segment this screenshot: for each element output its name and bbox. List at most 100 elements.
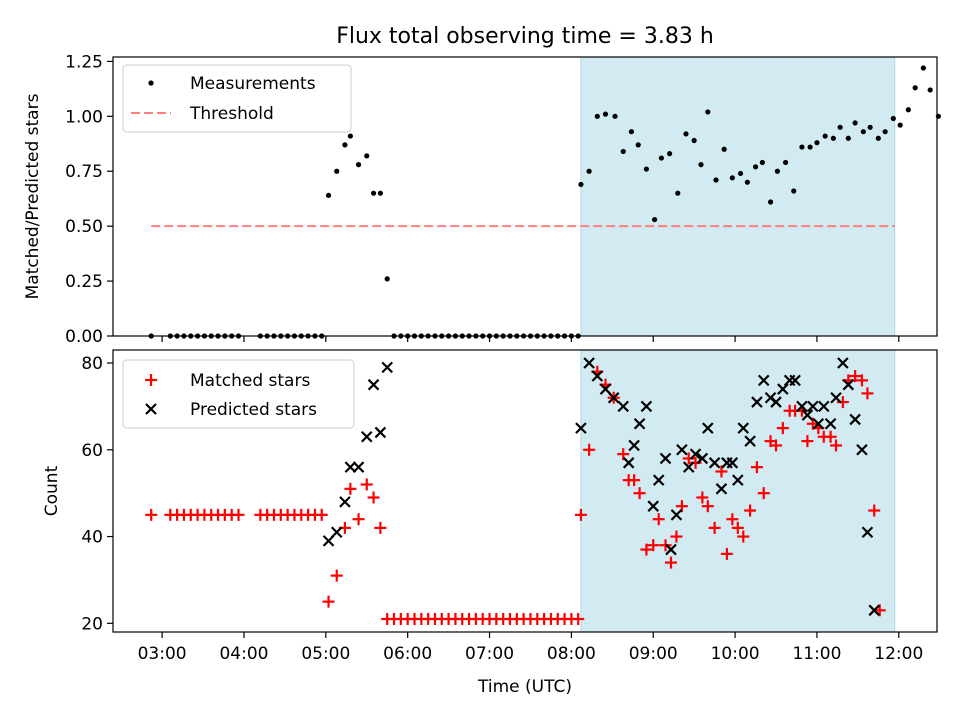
measurement-point: [920, 65, 926, 71]
predicted-star-marker: [339, 496, 351, 508]
predicted-star-marker: [575, 422, 587, 434]
matched-star-marker: [750, 461, 763, 474]
predicted-x-b: [812, 417, 825, 430]
predicted-x-b: [599, 383, 612, 395]
predicted-star-marker: [676, 444, 688, 456]
predicted-x-b: [801, 409, 814, 421]
matched-star-marker: [360, 478, 373, 491]
matched-star-marker: [652, 513, 665, 526]
predicted-x-b: [751, 396, 763, 408]
measurement-point: [744, 179, 750, 185]
predicted-star-marker: [757, 374, 770, 387]
matched-star-marker: [715, 465, 728, 478]
measurement-point: [721, 146, 727, 152]
measurement-point: [799, 144, 805, 150]
predicted-star-marker: [665, 543, 677, 556]
predicted-x-b: [647, 500, 660, 512]
predicted-x-b: [665, 543, 677, 556]
predicted-x-b: [817, 400, 830, 413]
measurement-point: [807, 144, 813, 150]
measurement-point: [852, 120, 858, 126]
x-tick-label: 12:00: [874, 644, 923, 664]
legend-predicted-label: Predicted stars: [190, 400, 317, 420]
measurement-point: [882, 129, 888, 135]
predicted-star-marker: [708, 457, 721, 469]
predicted-star-marker: [751, 396, 763, 408]
top-y-axis-label: Matched/Predicted stars: [23, 93, 43, 299]
bottom-y-tick-label: 20: [81, 614, 103, 634]
predicted-star-marker: [599, 383, 612, 395]
measurement-point: [767, 199, 774, 205]
measurement-point: [578, 181, 584, 188]
measurement-point: [860, 129, 866, 135]
matched-star-marker: [696, 491, 709, 504]
bottom-observing-window: [580, 349, 896, 633]
measurement-point: [342, 142, 348, 148]
measurement-point: [675, 190, 681, 196]
bottom-x-axis: 03:00 04:00 05:00 06:00 07:00 08:00 09:00 10:00…: [138, 632, 923, 664]
predicted-x-b: [617, 400, 630, 413]
measurement-point: [612, 113, 618, 119]
measurement-point: [875, 135, 881, 141]
predicted-star-marker: [801, 409, 814, 421]
matched-star-marker: [801, 435, 814, 448]
measurement-point: [713, 177, 719, 183]
measurement-point: [643, 166, 650, 172]
predicted-star-marker: [702, 422, 714, 434]
matched-star-marker: [737, 530, 750, 543]
matched-star-marker: [830, 439, 843, 452]
measurement-point: [594, 113, 600, 119]
matched-star-marker: [367, 491, 380, 504]
matched-star-marker: [868, 504, 881, 517]
top-legend-box: [122, 64, 352, 133]
matched-star-marker: [726, 513, 739, 526]
predicted-star-marker: [849, 413, 861, 426]
top-y-tick-label: 0.00: [65, 327, 103, 347]
legend-measurements-marker: [148, 80, 154, 86]
matched-star-marker: [701, 500, 714, 513]
predicted-x-b: [322, 535, 335, 547]
predicted-x-b: [757, 374, 770, 387]
predicted-x-b: [732, 474, 744, 486]
x-tick-label: 09:00: [629, 644, 678, 664]
predicted-star-marker: [726, 457, 739, 469]
predicted-x-b: [652, 474, 665, 486]
predicted-x-b: [628, 439, 640, 452]
measurement-point: [628, 129, 635, 135]
x-tick-label: 05:00: [301, 644, 350, 664]
measurement-point: [752, 164, 759, 170]
predicted-x-b: [715, 483, 728, 495]
x-axis-label: Time (UTC): [477, 677, 572, 697]
predicted-x-b: [330, 526, 343, 538]
measurement-point: [635, 142, 641, 148]
top-observing-window: [580, 56, 896, 337]
predicted-x-b: [575, 422, 587, 434]
predicted-star-marker: [837, 357, 849, 369]
bottom-axes-frame: [112, 349, 938, 633]
top-y-tick-label: 0.75: [65, 162, 103, 182]
matched-star-marker: [232, 508, 245, 521]
predicted-star-marker: [617, 400, 630, 413]
measurement-point: [814, 140, 820, 146]
measurement-point: [912, 85, 918, 91]
predicted-x-b: [861, 526, 874, 538]
predicted-star-marker: [381, 361, 393, 374]
predicted-star-marker: [789, 374, 801, 387]
top-y-tick-label: 0.25: [65, 272, 103, 292]
predicted-x-b: [381, 361, 393, 374]
predicted-x-b: [659, 452, 672, 465]
matched-star-marker: [633, 487, 646, 500]
predicted-x-b: [744, 435, 756, 447]
measurement-point: [364, 153, 370, 159]
bottom-legend: Matched stars Predicted stars: [122, 359, 355, 429]
predicted-star-marker: [807, 400, 819, 413]
matched-star-marker: [824, 430, 837, 443]
predicted-x-b: [622, 457, 635, 469]
bottom-y-axis: 20 40 60 80: [81, 354, 113, 634]
predicted-star-marker: [817, 400, 830, 413]
predicted-x-b: [849, 413, 861, 426]
count-points: [145, 357, 886, 625]
predicted-x-b: [777, 383, 789, 395]
matched-star-marker: [145, 508, 158, 521]
matched-star-marker: [664, 556, 677, 569]
